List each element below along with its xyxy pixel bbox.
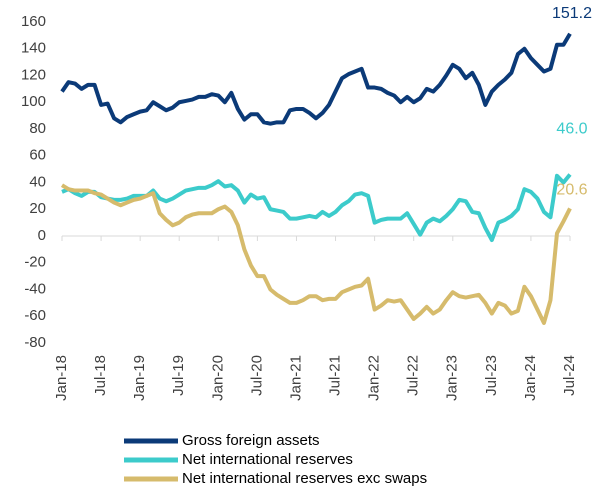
y-tick-label: 20: [29, 200, 46, 217]
y-tick-label: 140: [21, 40, 46, 57]
y-tick-label: 0: [38, 227, 46, 244]
legend-label: Gross foreign assets: [182, 432, 320, 449]
x-tick-label: Jan-23: [444, 355, 461, 401]
y-tick-label: -60: [24, 307, 46, 324]
y-tick-label: -20: [24, 254, 46, 271]
end-label: 151.2: [552, 5, 592, 22]
y-tick-label: 160: [21, 13, 46, 30]
legend-label: Net international reserves exc swaps: [182, 470, 427, 487]
x-tick-label: Jul-21: [327, 355, 344, 396]
end-label: 46.0: [556, 121, 587, 138]
y-tick-label: -40: [24, 280, 46, 297]
y-tick-label: 120: [21, 66, 46, 83]
x-tick-label: Jul-20: [248, 355, 265, 396]
x-tick-label: Jul-18: [92, 355, 109, 396]
x-tick-label: Jan-19: [131, 355, 148, 401]
y-tick-label: 80: [29, 120, 46, 137]
y-tick-label: 40: [29, 173, 46, 190]
y-tick-label: 60: [29, 147, 46, 164]
x-tick-label: Jul-22: [405, 355, 422, 396]
x-tick-label: Jan-20: [209, 355, 226, 401]
end-label: 20.6: [556, 182, 587, 199]
x-tick-label: Jul-23: [483, 355, 500, 396]
y-tick-label: -80: [24, 334, 46, 351]
series-line: [61, 173, 572, 243]
legend-label: Net international reserves: [182, 451, 353, 468]
x-tick-label: Jan-21: [287, 355, 304, 401]
series-line: [60, 32, 572, 126]
x-tick-label: Jan-22: [366, 355, 383, 401]
x-tick-label: Jan-18: [53, 355, 70, 401]
y-tick-label: 100: [21, 93, 46, 110]
x-tick-label: Jul-19: [170, 355, 187, 396]
x-tick-label: Jul-24: [561, 355, 578, 396]
series-line: [60, 183, 572, 325]
x-tick-label: Jan-24: [522, 355, 539, 401]
